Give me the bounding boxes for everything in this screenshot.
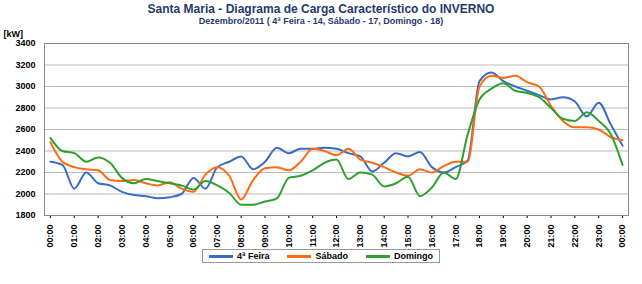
svg-text:18:00: 18:00 [474, 225, 484, 248]
html-text:Domingo: Domingo [393, 251, 433, 261]
svg-text:23:00: 23:00 [594, 225, 604, 248]
svg-text:00:00: 00:00 [617, 225, 627, 248]
svg-text:03:00: 03:00 [117, 225, 127, 248]
svg-text:02:00: 02:00 [93, 225, 103, 248]
svg-text:10:00: 10:00 [284, 225, 294, 248]
svg-text:13:00: 13:00 [355, 225, 365, 248]
svg-text:2200: 2200 [15, 167, 35, 177]
svg-text:3000: 3000 [15, 81, 35, 91]
svg-text:06:00: 06:00 [188, 225, 198, 248]
svg-text:2600: 2600 [15, 124, 35, 134]
html-text:Santa Maria - Diagrama de Carg: Santa Maria - Diagrama de Carga Caracter… [147, 2, 495, 16]
svg-text:01:00: 01:00 [69, 225, 79, 248]
svg-text:2400: 2400 [15, 146, 35, 156]
svg-text:09:00: 09:00 [260, 225, 270, 248]
svg-text:19:00: 19:00 [498, 225, 508, 248]
svg-text:15:00: 15:00 [403, 225, 413, 248]
svg-text:08:00: 08:00 [236, 225, 246, 248]
svg-text:07:00: 07:00 [212, 225, 222, 248]
html-text:Dezembro/2011 ( 4ª Feira - 14,: Dezembro/2011 ( 4ª Feira - 14, Sábado - … [198, 16, 444, 26]
svg-text:20:00: 20:00 [522, 225, 532, 248]
svg-text:2000: 2000 [15, 189, 35, 199]
svg-text:3400: 3400 [15, 38, 35, 48]
svg-text:2800: 2800 [15, 103, 35, 113]
svg-text:22:00: 22:00 [570, 225, 580, 248]
html-text:Sábado: Sábado [315, 251, 348, 261]
svg-text:11:00: 11:00 [308, 225, 318, 248]
svg-text:16:00: 16:00 [427, 225, 437, 248]
svg-text:[kW]: [kW] [4, 29, 24, 39]
svg-text:04:00: 04:00 [141, 225, 151, 248]
svg-text:00:00: 00:00 [45, 225, 55, 248]
svg-text:12:00: 12:00 [331, 225, 341, 248]
html-text:4ª Feira: 4ª Feira [237, 251, 270, 261]
svg-text:1800: 1800 [15, 210, 35, 220]
svg-text:05:00: 05:00 [165, 225, 175, 248]
svg-text:21:00: 21:00 [546, 225, 556, 248]
svg-text:17:00: 17:00 [451, 225, 461, 248]
svg-text:3200: 3200 [15, 60, 35, 70]
svg-text:14:00: 14:00 [379, 225, 389, 248]
